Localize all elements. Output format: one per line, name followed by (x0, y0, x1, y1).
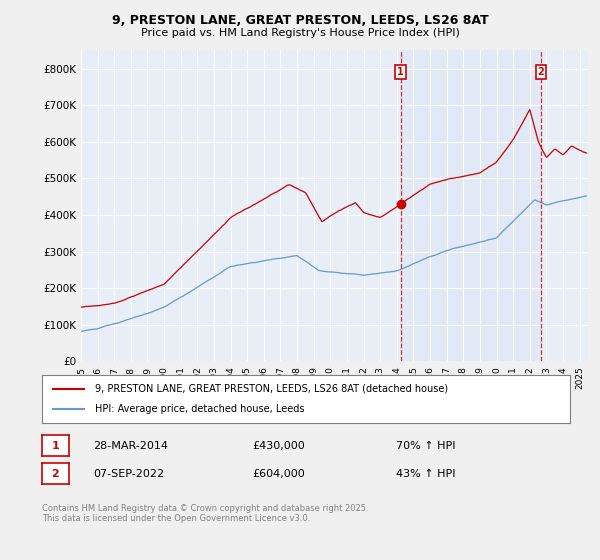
Bar (401, 50, 541, 361)
Text: 9, PRESTON LANE, GREAT PRESTON, LEEDS, LS26 8AT: 9, PRESTON LANE, GREAT PRESTON, LEEDS, L… (112, 14, 488, 27)
Text: Contains HM Land Registry data © Crown copyright and database right 2025.
This d: Contains HM Land Registry data © Crown c… (42, 504, 368, 524)
Text: 28-MAR-2014: 28-MAR-2014 (93, 441, 168, 451)
Text: 43% ↑ HPI: 43% ↑ HPI (396, 469, 455, 479)
Text: 9, PRESTON LANE, GREAT PRESTON, LEEDS, LS26 8AT (detached house): 9, PRESTON LANE, GREAT PRESTON, LEEDS, L… (95, 384, 448, 394)
Text: £604,000: £604,000 (252, 469, 305, 479)
Text: Price paid vs. HM Land Registry's House Price Index (HPI): Price paid vs. HM Land Registry's House … (140, 28, 460, 38)
Text: 1: 1 (397, 67, 404, 77)
Text: 07-SEP-2022: 07-SEP-2022 (93, 469, 164, 479)
Text: 2: 2 (538, 67, 544, 77)
Text: 70% ↑ HPI: 70% ↑ HPI (396, 441, 455, 451)
Text: HPI: Average price, detached house, Leeds: HPI: Average price, detached house, Leed… (95, 404, 304, 414)
Text: 2: 2 (52, 469, 59, 479)
Text: £430,000: £430,000 (252, 441, 305, 451)
Text: 1: 1 (52, 441, 59, 451)
